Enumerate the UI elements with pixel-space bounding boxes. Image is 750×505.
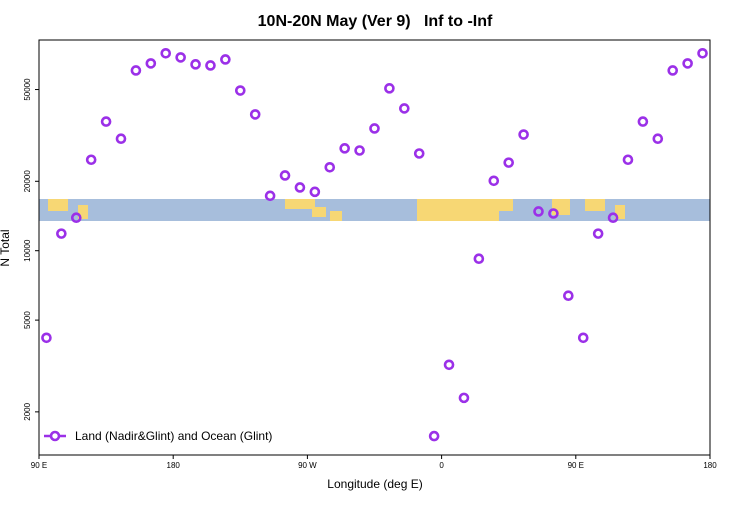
point: [473, 253, 485, 265]
point: [548, 208, 559, 219]
x-tick-label: 180: [703, 461, 717, 470]
point: [324, 161, 336, 173]
x-tick-label: 90 E: [31, 461, 47, 470]
y-tick-label: 50000: [23, 78, 32, 101]
ocean-band: [39, 199, 710, 221]
point: [384, 83, 395, 94]
point: [190, 59, 201, 70]
point: [309, 186, 321, 198]
point: [518, 129, 529, 140]
x-tick-label: 90 W: [298, 461, 317, 470]
point: [622, 154, 634, 166]
point: [115, 133, 127, 145]
point: [249, 109, 261, 120]
point: [220, 54, 231, 65]
x-tick-label: 0: [439, 461, 444, 470]
x-axis-label: Longitude (deg E): [327, 477, 422, 491]
point: [85, 154, 97, 166]
point: [637, 116, 649, 127]
land: [585, 199, 605, 211]
point: [533, 206, 544, 217]
land: [78, 205, 88, 219]
land: [552, 199, 570, 215]
land: [615, 205, 625, 219]
point: [667, 65, 679, 76]
point: [607, 212, 619, 224]
point: [503, 157, 515, 168]
land: [312, 207, 326, 217]
point: [399, 103, 410, 114]
point: [100, 116, 112, 127]
y-tick-label: 2000: [23, 402, 32, 420]
land: [48, 199, 68, 211]
point: [488, 175, 500, 187]
map-strip: [39, 199, 710, 221]
x-tick-label: 180: [167, 461, 181, 470]
y-axis-label: N Total: [0, 229, 12, 266]
point: [428, 430, 440, 442]
legend-marker: [49, 430, 61, 442]
land: [499, 199, 513, 211]
land: [417, 199, 499, 221]
point: [279, 170, 291, 181]
point: [70, 212, 82, 224]
x-tick-label: 90 E: [568, 461, 584, 470]
point: [458, 392, 470, 404]
chart-title: 10N-20N May (Ver 9) Inf to -Inf: [258, 13, 493, 30]
point: [205, 60, 216, 71]
point: [56, 228, 67, 239]
point: [130, 65, 142, 76]
point: [577, 332, 589, 344]
point: [697, 48, 708, 59]
point: [294, 182, 306, 193]
point: [563, 290, 574, 302]
y-tick-label: 20000: [23, 170, 32, 193]
point: [682, 58, 693, 69]
land: [285, 199, 315, 209]
point: [339, 143, 350, 154]
point: [235, 85, 246, 96]
point: [413, 148, 425, 159]
point: [592, 228, 604, 239]
point: [145, 58, 157, 69]
legend-label: Land (Nadir&Glint) and Ocean (Glint): [75, 429, 272, 443]
point: [652, 133, 664, 145]
point: [443, 359, 455, 371]
point: [369, 123, 380, 134]
point: [175, 52, 186, 63]
y-tick-label: 10000: [23, 239, 32, 262]
point: [354, 145, 365, 156]
point: [160, 48, 172, 59]
point: [264, 190, 276, 202]
y-tick-label: 5000: [23, 311, 32, 329]
point: [41, 332, 52, 344]
plot-frame: [38, 39, 711, 456]
land: [330, 211, 342, 221]
